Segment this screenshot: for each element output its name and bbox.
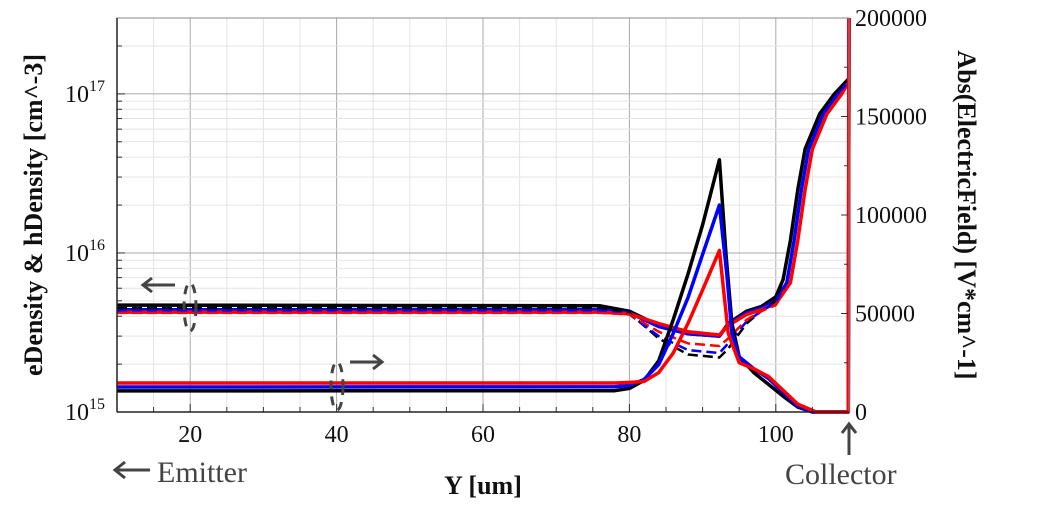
x-tick-label: 80 [617, 422, 641, 448]
left-axis-label: eDensity & hDensity [cm^-3] [19, 54, 48, 376]
series-group [116, 17, 851, 414]
left-axis-indicator [140, 276, 198, 333]
left-tick-label: 1017 [65, 78, 105, 108]
right-tick-label: 150000 [855, 105, 927, 131]
series-line-right-solid-8 [117, 17, 851, 414]
right-tick-label: 200000 [855, 6, 927, 32]
right-tick-label: 50000 [855, 302, 915, 328]
emitter-label: Emitter [157, 456, 247, 489]
tick-exponent: 16 [89, 237, 105, 254]
right-tick-label: 0 [855, 400, 867, 426]
collector-arrow-icon [840, 421, 858, 455]
left-tick-label: 1016 [65, 237, 105, 267]
dashed-ellipse [329, 360, 345, 412]
series-line-left-dashed-5 [117, 80, 851, 348]
tick-base: 10 [65, 82, 89, 108]
series-line-left-dashed-4 [117, 80, 850, 355]
x-tick-label: 40 [325, 422, 349, 448]
tick-labels: 20 40 60 80 10010151016101705000010000015000… [65, 6, 927, 448]
right-axis-indicator [329, 353, 385, 412]
x-tick-label: 100 [758, 422, 794, 448]
tick-base: 10 [65, 241, 89, 267]
emitter-arrow-icon [112, 460, 150, 480]
x-axis-label: Y [um] [444, 471, 522, 500]
tick-exponent: 15 [89, 396, 105, 413]
left-tick-label: 1015 [65, 396, 105, 426]
tick-base: 10 [65, 400, 89, 426]
tick-exponent: 17 [89, 78, 105, 95]
left-arrow-icon [140, 276, 175, 294]
collector-label: Collector [785, 458, 897, 491]
dashed-ellipse [182, 281, 198, 333]
right-axis-label: Abs(ElectricField) [V*cm^-1] [952, 50, 981, 379]
right-tick-label: 100000 [855, 203, 927, 229]
axes [116, 17, 850, 413]
right-arrow-icon [350, 353, 385, 371]
x-tick-label: 20 [178, 422, 202, 448]
x-tick-label: 60 [471, 422, 495, 448]
